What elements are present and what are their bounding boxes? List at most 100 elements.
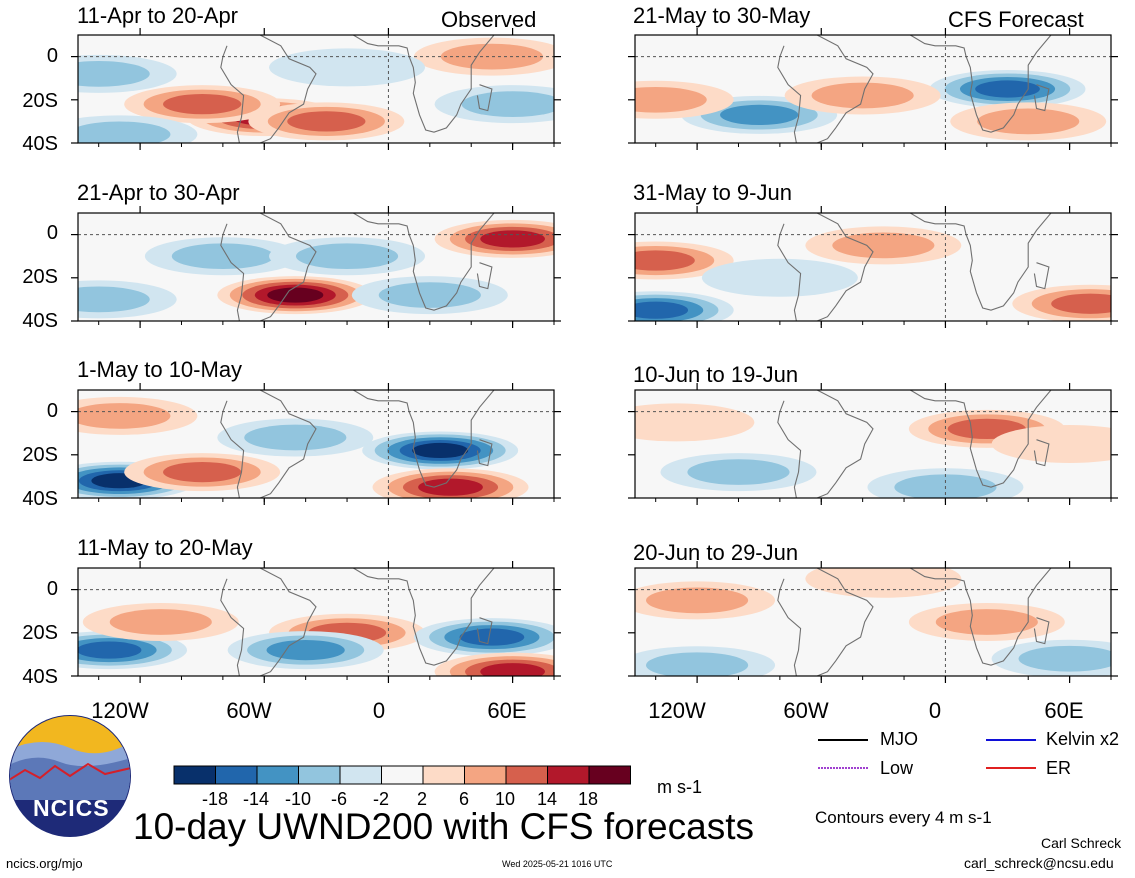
colorbar-tick-label: -18	[201, 789, 228, 809]
anomaly-contour-fill	[1051, 293, 1111, 314]
site-url: ncics.org/mjo	[6, 856, 83, 871]
anomaly-contour-fill	[109, 609, 212, 635]
anomaly-contour-fill	[269, 48, 426, 87]
coastline	[910, 213, 1052, 311]
coastline	[220, 213, 317, 321]
colorbar-tick-label: -14	[242, 789, 269, 809]
map-panel	[71, 206, 561, 328]
y-tick-label: 40S	[22, 133, 58, 155]
coastline	[476, 617, 493, 645]
y-tick-label: 0	[46, 400, 58, 422]
colorbar-tick-label: 10	[494, 789, 516, 809]
y-tick-label: 0	[46, 578, 58, 600]
colorbar-tick-label: 14	[536, 789, 558, 809]
x-tick-label: 60W	[783, 698, 829, 723]
coastline	[353, 35, 495, 133]
panel-frame	[77, 389, 555, 499]
coastline	[220, 568, 317, 676]
logo-line	[10, 762, 130, 781]
coastline	[777, 213, 874, 321]
colorbar-swatch	[422, 765, 465, 785]
anomaly-contour-fill	[171, 243, 274, 270]
legend-label-er: ER	[1046, 758, 1072, 778]
anomaly-contour-fill	[267, 287, 324, 303]
y-tick-label: 0	[46, 45, 58, 67]
anomaly-contour-fill	[635, 250, 695, 271]
anomaly-contour-fill	[78, 403, 171, 429]
colorbar-swatch	[464, 765, 507, 785]
anomaly-contour-fill	[78, 121, 171, 143]
anomaly-contour-fill	[832, 232, 935, 259]
x-tick-label: 60W	[226, 698, 272, 723]
panel-period-label: 10-Jun to 19-Jun	[633, 362, 799, 387]
x-tick-label: 0	[372, 698, 386, 723]
map-panel	[628, 28, 1118, 150]
legend-label-low: Low	[880, 758, 914, 778]
anomaly-contour-fill	[461, 91, 554, 117]
anomaly-contour-fill	[378, 282, 481, 308]
x-tick-label: 60E	[487, 698, 527, 723]
panel-period-label: 31-May to 9-Jun	[633, 180, 792, 205]
map-panel	[71, 561, 561, 683]
timestamp: Wed 2025-05-21 1016 UTC	[502, 859, 613, 869]
anomaly-contour-fill	[418, 478, 483, 496]
colorbar-swatch	[588, 765, 631, 785]
colorbar	[173, 765, 631, 785]
anomaly-contour-fill	[975, 80, 1040, 98]
colorbar-swatch	[298, 765, 341, 785]
anomaly-contour-fill	[635, 86, 707, 113]
anomaly-contour-fill	[163, 461, 242, 483]
anomaly-contour-fill	[1018, 645, 1111, 672]
panel-period-label: 11-Apr to 20-Apr	[77, 3, 239, 28]
colorbar-swatch	[215, 765, 258, 785]
coastline	[353, 390, 495, 488]
y-tick-label: 0	[46, 222, 58, 244]
x-tick-label: 120W	[91, 698, 149, 723]
x-tick-label: 60E	[1044, 698, 1084, 723]
map-panel	[628, 561, 1118, 683]
y-tick-label: 40S	[22, 488, 58, 510]
coastline	[353, 213, 495, 311]
anomaly-contour-fill	[78, 61, 150, 87]
panel-period-label: 11-May to 20-May	[77, 535, 253, 560]
colorbar-swatch	[339, 765, 382, 785]
coastline	[476, 439, 493, 467]
anomaly-contour-fill	[459, 628, 525, 646]
panel-frame	[77, 212, 555, 322]
panel-frame	[634, 567, 1112, 677]
colorbar-tick-label: -10	[284, 789, 311, 809]
panel-period-label: 21-Apr to 30-Apr	[77, 180, 240, 205]
anomaly-contour-fill	[480, 230, 545, 248]
anomaly-contour-fill	[977, 108, 1080, 135]
colorbar-swatch	[381, 765, 424, 785]
colorbar-swatch	[256, 765, 299, 785]
anomaly-contour-fill	[935, 609, 1038, 635]
panels-layer	[71, 28, 1118, 683]
colorbar-tick-label: -6	[330, 789, 347, 809]
legend	[818, 739, 1036, 769]
anomaly-contour-fill	[440, 43, 543, 70]
x-tick-label: 0	[928, 698, 942, 723]
coastline	[910, 35, 1052, 133]
panel-frame	[634, 34, 1112, 144]
anomaly-contour-fill	[287, 111, 366, 132]
colorbar-swatch	[173, 765, 216, 785]
coastline	[910, 390, 1052, 488]
y-tick-label: 40S	[22, 310, 58, 332]
anomaly-contour-fill	[635, 403, 755, 442]
y-tick-label: 20S	[22, 444, 58, 466]
map-panel	[628, 383, 1118, 505]
coastline	[353, 568, 495, 666]
panel-frame	[634, 212, 1112, 322]
anomaly-contour-fill	[244, 424, 347, 451]
observed-label: Observed	[441, 7, 537, 32]
anomaly-contour-fill	[78, 641, 142, 659]
legend-label-mjo: MJO	[880, 729, 918, 749]
colorbar-swatch	[505, 765, 548, 785]
panel-frame	[634, 389, 1112, 499]
forecast-label: CFS Forecast	[948, 7, 1084, 32]
y-tick-label: 20S	[22, 90, 58, 112]
panel-period-label: 20-Jun to 29-Jun	[633, 540, 799, 565]
logo-mountain	[10, 757, 130, 800]
anomaly-contour-fill	[295, 243, 399, 270]
